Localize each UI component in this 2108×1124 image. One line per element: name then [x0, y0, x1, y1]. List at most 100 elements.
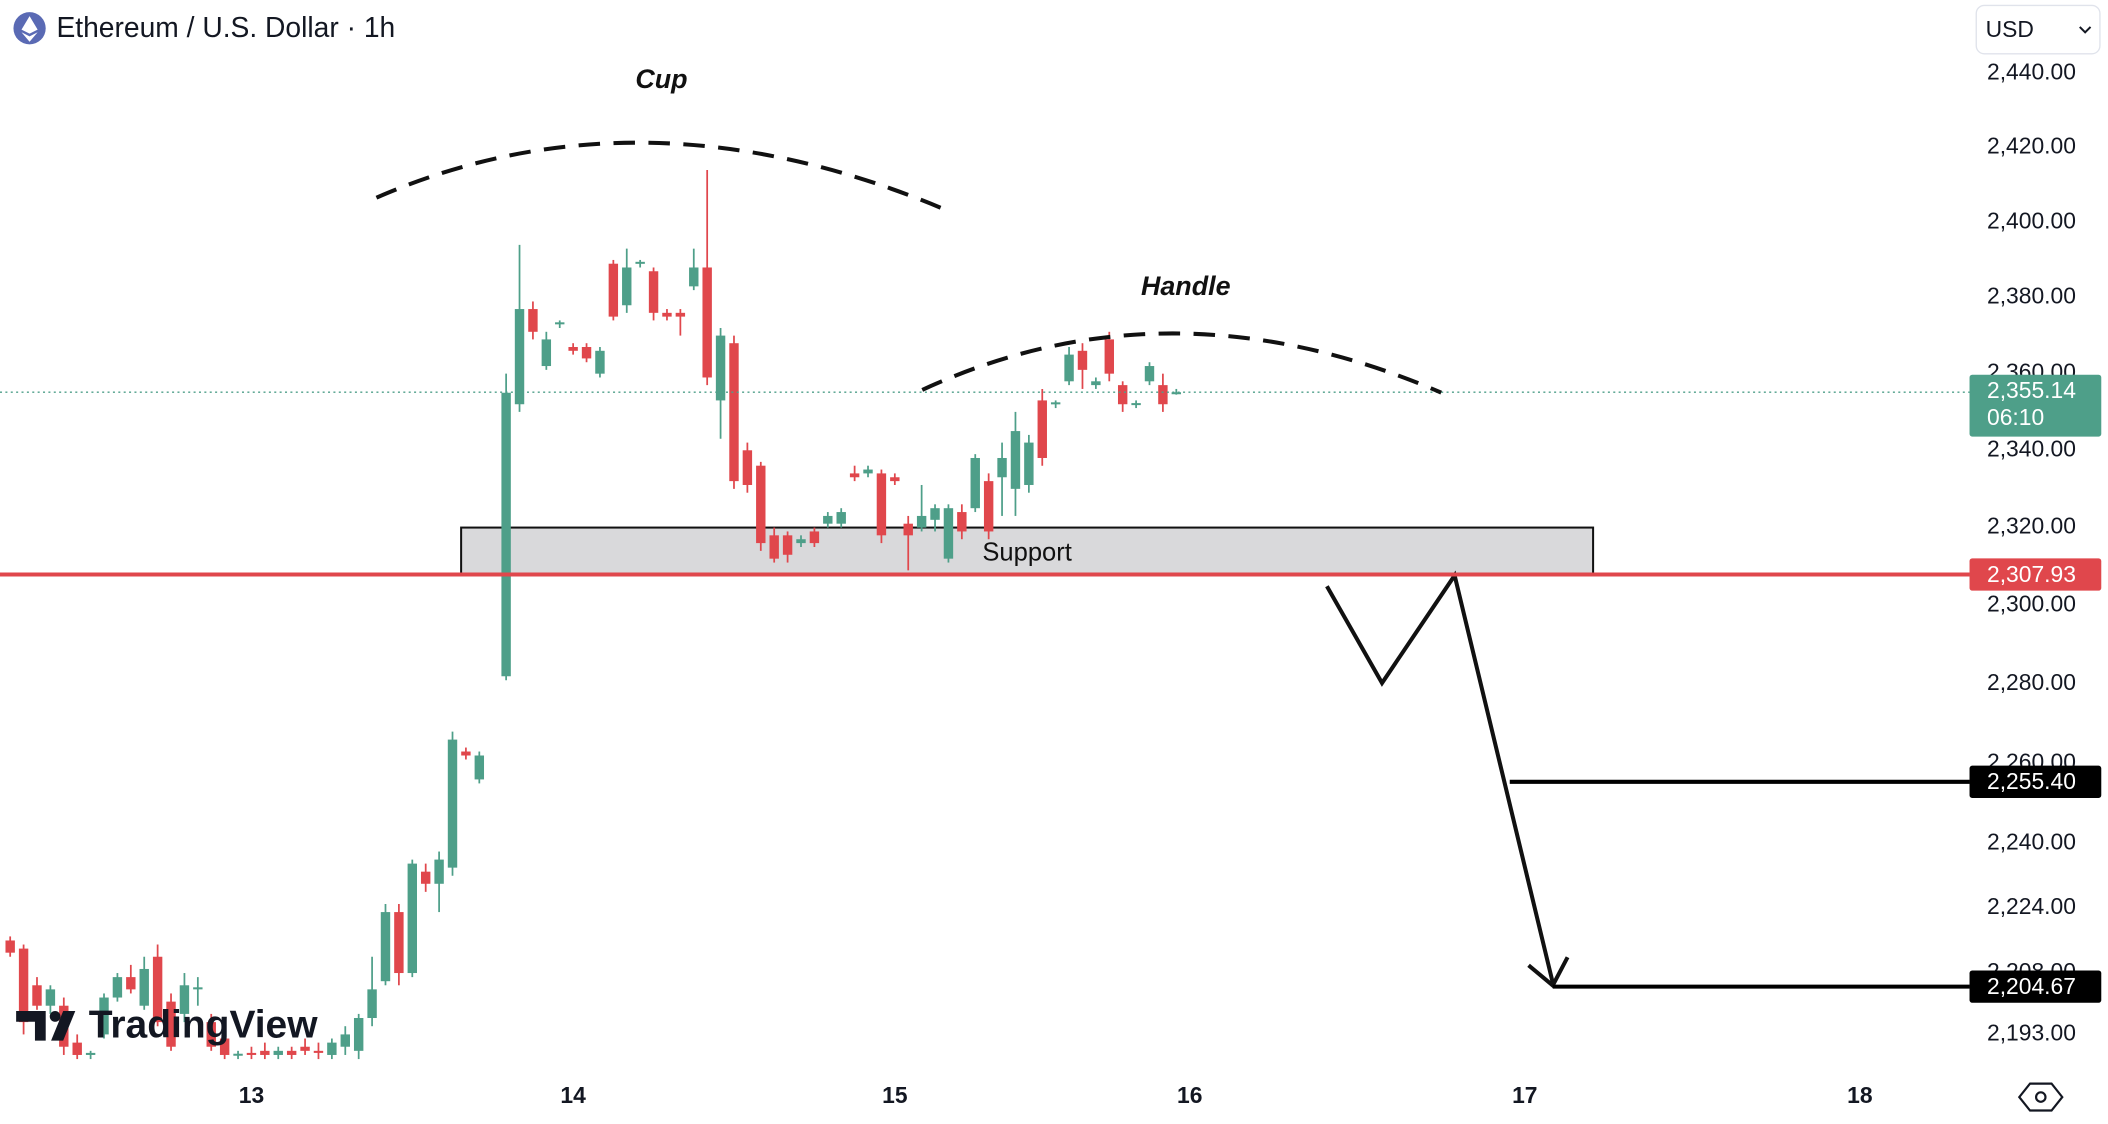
- x-tick-label: 16: [1177, 1082, 1202, 1108]
- candle-body: [407, 863, 418, 974]
- handle-label: Handle: [1141, 271, 1231, 301]
- logo-mark: [51, 1011, 76, 1041]
- candle-body: [943, 508, 954, 559]
- candle-body: [608, 263, 619, 317]
- watermark-text: TradingView: [89, 1003, 319, 1046]
- candle-body: [193, 987, 203, 990]
- level-label: 2,204.67: [1987, 973, 2076, 999]
- candle-body: [555, 322, 565, 325]
- candle-body: [836, 512, 846, 524]
- candle-body: [541, 339, 552, 367]
- candle-body: [890, 477, 900, 482]
- cup-label: Cup: [635, 64, 687, 94]
- currency-label[interactable]: USD: [1986, 16, 2034, 42]
- candle-body: [689, 267, 699, 287]
- level-label: 2,255.40: [1987, 768, 2076, 794]
- y-tick-label: 2,380.00: [1987, 283, 2076, 309]
- candle-body: [809, 531, 820, 544]
- candle-body: [434, 859, 444, 884]
- currency-selector[interactable]: USD: [1975, 4, 2101, 55]
- candle-body: [528, 309, 538, 332]
- level-label: 2,307.93: [1987, 561, 2076, 587]
- y-tick-label: 2,224.00: [1987, 893, 2076, 919]
- candle-body: [568, 347, 578, 351]
- candle-body: [1077, 350, 1088, 370]
- x-tick-label: 17: [1512, 1082, 1537, 1108]
- logo-mark: [16, 1011, 46, 1041]
- candle-body: [260, 1050, 270, 1055]
- candle-body: [916, 515, 927, 528]
- candle-body: [353, 1018, 364, 1051]
- candle-body: [152, 956, 163, 1023]
- symbol-title: Ethereum / U.S. Dollar · 1h: [56, 11, 395, 43]
- candle-body: [166, 1001, 176, 1047]
- candle-body: [112, 977, 123, 998]
- candle-body: [1104, 339, 1114, 374]
- x-tick-label: 14: [560, 1082, 586, 1108]
- candle-body: [849, 473, 860, 478]
- support-zone: [460, 526, 1595, 576]
- candle-body: [219, 1038, 230, 1055]
- candle-body: [514, 309, 525, 405]
- x-tick-label: 13: [239, 1082, 264, 1108]
- x-tick-label: 18: [1847, 1082, 1872, 1108]
- candle-body: [756, 465, 766, 544]
- candle-body: [1144, 366, 1155, 382]
- candle-body: [863, 469, 873, 474]
- candle-body: [983, 481, 994, 532]
- level-box: [1969, 970, 2102, 1003]
- candle-body: [32, 985, 42, 1006]
- chevron[interactable]: [2079, 26, 2092, 34]
- x-tick-label: 15: [882, 1082, 908, 1108]
- candle-body: [420, 871, 431, 884]
- candle-body: [742, 450, 753, 485]
- settings-icon-center[interactable]: [2034, 1091, 2047, 1103]
- candle-body: [957, 512, 967, 532]
- candle-body: [595, 350, 605, 374]
- settings-button[interactable]: [2017, 1082, 2064, 1112]
- y-tick-label: 2,280.00: [1987, 669, 2076, 695]
- candle-body: [823, 515, 833, 524]
- y-tick-label: 2,440.00: [1987, 59, 2076, 85]
- y-tick-label: 2,420.00: [1987, 133, 2076, 159]
- last-price-box: [1969, 374, 2102, 437]
- y-tick-label: 2,400.00: [1987, 207, 2076, 233]
- candle-body: [327, 1042, 337, 1055]
- candle-body: [18, 948, 29, 1023]
- candle-body: [206, 1022, 216, 1047]
- candle-body: [635, 261, 645, 264]
- support-label: Support: [982, 538, 1071, 566]
- currency-box[interactable]: [1975, 4, 2101, 55]
- y-tick-label: 2,320.00: [1987, 513, 2076, 539]
- settings-icon[interactable]: [2017, 1082, 2064, 1112]
- candle-body: [273, 1050, 283, 1055]
- candle-body: [501, 392, 511, 677]
- candle-body: [1037, 400, 1047, 458]
- candle-body: [782, 535, 793, 555]
- candle-body: [99, 997, 109, 1035]
- candle-body: [380, 912, 391, 982]
- candle-body: [1064, 354, 1074, 382]
- countdown-label: 06:10: [1987, 404, 2044, 430]
- candle-body: [997, 457, 1007, 478]
- candle-body: [300, 1046, 310, 1051]
- y-tick-label: 2,193.00: [1987, 1019, 2076, 1045]
- candle-body: [5, 940, 15, 953]
- candle-body: [1050, 402, 1061, 405]
- candle-body: [1171, 392, 1182, 395]
- candle-body: [340, 1034, 350, 1047]
- candle-body: [876, 473, 887, 536]
- candle-body: [648, 271, 659, 313]
- candle-body: [702, 267, 712, 378]
- level-box: [1969, 558, 2102, 591]
- candle-body: [1091, 381, 1101, 386]
- candle-body: [233, 1053, 243, 1056]
- coin-icon-glyph: [21, 16, 38, 42]
- candle-body: [729, 343, 739, 482]
- candle-body: [447, 739, 458, 868]
- candle-body: [313, 1050, 324, 1053]
- candle-body: [1117, 385, 1128, 405]
- candle-body: [930, 508, 940, 520]
- candle-body: [139, 968, 149, 1006]
